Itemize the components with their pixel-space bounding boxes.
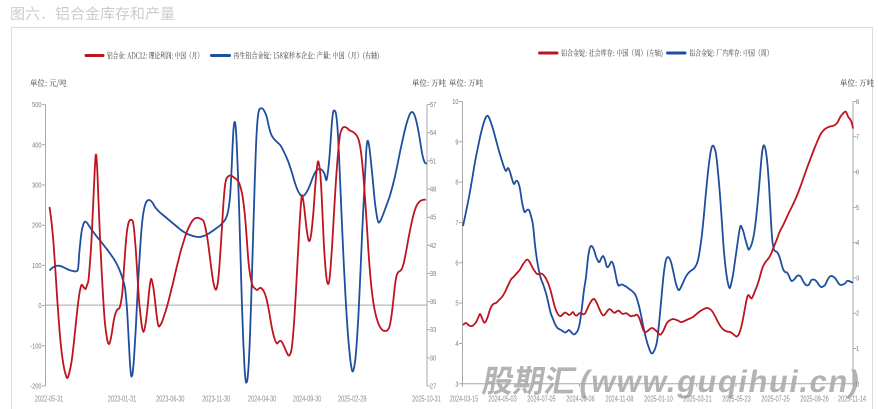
svg-text:(www.guqihui.cn): (www.guqihui.cn) — [577, 364, 864, 399]
svg-text:57: 57 — [430, 101, 437, 109]
svg-text:39: 39 — [430, 270, 437, 278]
svg-text:500: 500 — [32, 101, 42, 109]
svg-text:2023-01-31: 2023-01-31 — [108, 394, 136, 403]
svg-text:2024-09-30: 2024-09-30 — [293, 394, 321, 403]
svg-text:2024-07-05: 2024-07-05 — [527, 394, 555, 403]
svg-text:8: 8 — [856, 98, 859, 106]
svg-text:200: 200 — [32, 222, 42, 230]
svg-text:400: 400 — [32, 142, 42, 150]
svg-text:2024-05-03: 2024-05-03 — [488, 394, 516, 403]
svg-text:6: 6 — [455, 260, 458, 268]
svg-text:2025-01-10: 2025-01-10 — [644, 394, 672, 403]
svg-text:45: 45 — [430, 214, 437, 222]
svg-text:7: 7 — [856, 134, 859, 142]
svg-text:33: 33 — [430, 327, 437, 335]
svg-text:48: 48 — [430, 186, 437, 194]
svg-text:2024-03-15: 2024-03-15 — [450, 394, 478, 403]
svg-text:3: 3 — [455, 381, 458, 389]
svg-text:100: 100 — [32, 262, 42, 270]
svg-text:2025-09-26: 2025-09-26 — [800, 394, 828, 403]
svg-text:27: 27 — [430, 383, 437, 391]
svg-text:4: 4 — [856, 240, 859, 248]
svg-text:300: 300 — [32, 182, 42, 190]
svg-text:0: 0 — [38, 302, 41, 310]
svg-text:4: 4 — [455, 340, 458, 348]
svg-text:-100: -100 — [30, 343, 41, 351]
svg-text:2025-05-23: 2025-05-23 — [722, 394, 750, 403]
svg-text:6: 6 — [856, 169, 859, 177]
svg-text:2023-11-30: 2023-11-30 — [202, 394, 230, 403]
svg-text:8: 8 — [455, 179, 458, 187]
svg-text:5: 5 — [455, 300, 458, 308]
svg-text:2023-06-30: 2023-06-30 — [156, 394, 184, 403]
svg-text:9: 9 — [455, 139, 458, 147]
svg-text:54: 54 — [430, 130, 437, 138]
svg-text:2025-07-25: 2025-07-25 — [761, 394, 789, 403]
svg-text:2025-10-31: 2025-10-31 — [412, 394, 440, 403]
svg-text:36: 36 — [430, 298, 437, 306]
svg-text:2025-02-28: 2025-02-28 — [338, 394, 366, 403]
svg-text:2024-04-30: 2024-04-30 — [248, 394, 276, 403]
svg-text:51: 51 — [430, 158, 437, 166]
svg-text:2022-05-31: 2022-05-31 — [35, 394, 63, 403]
svg-text:10: 10 — [452, 98, 459, 106]
svg-text:0: 0 — [856, 381, 859, 389]
svg-text:5: 5 — [856, 204, 859, 212]
svg-text:42: 42 — [430, 242, 437, 250]
svg-text:2: 2 — [856, 310, 859, 318]
svg-text:1: 1 — [856, 345, 859, 353]
svg-text:2024-11-08: 2024-11-08 — [605, 394, 633, 403]
svg-text:2024-09-06: 2024-09-06 — [566, 394, 594, 403]
svg-text:2025-03-21: 2025-03-21 — [683, 394, 711, 403]
svg-text:30: 30 — [430, 355, 437, 363]
svg-text:7: 7 — [455, 219, 458, 227]
svg-text:3: 3 — [856, 275, 859, 283]
svg-text:2025-11-14: 2025-11-14 — [838, 394, 866, 403]
svg-text:-200: -200 — [30, 383, 41, 391]
